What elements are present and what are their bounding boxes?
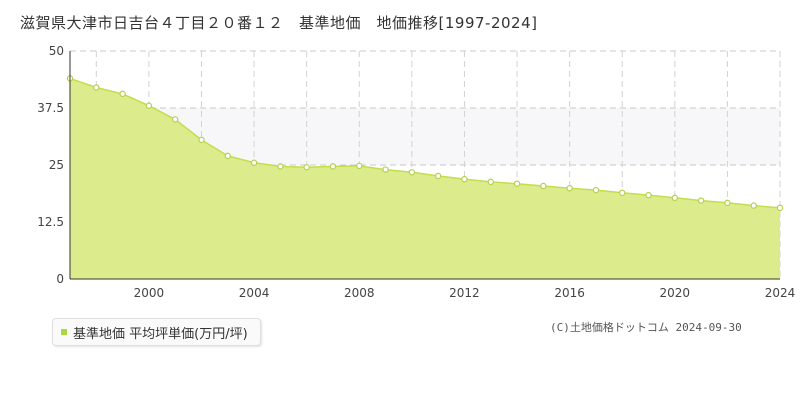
data-point-2012 bbox=[461, 175, 468, 183]
data-point-1998 bbox=[93, 84, 100, 91]
data-point-2010 bbox=[408, 169, 416, 176]
data-point-2022 bbox=[724, 199, 731, 207]
x-tick-label: 2000 bbox=[134, 286, 165, 300]
data-point-2021 bbox=[697, 197, 705, 204]
legend-swatch bbox=[61, 329, 67, 335]
data-point-2024 bbox=[776, 204, 784, 212]
legend-label: 基準地価 平均坪単価(万円/坪) bbox=[73, 326, 248, 342]
data-point-2000 bbox=[145, 102, 153, 109]
x-tick-label: 2016 bbox=[554, 286, 585, 300]
data-point-2005 bbox=[277, 163, 284, 170]
data-point-2020 bbox=[671, 194, 679, 202]
x-tick-labels: 2000 2004 2008 2012 2016 2020 2024 bbox=[134, 286, 796, 300]
data-point-2007 bbox=[329, 163, 337, 170]
x-tick-label: 2004 bbox=[239, 286, 270, 300]
data-point-1999 bbox=[119, 90, 126, 98]
data-point-2018 bbox=[619, 189, 626, 197]
data-point-2016 bbox=[566, 185, 573, 192]
data-point-2006 bbox=[303, 164, 310, 171]
x-tick-label: 2008 bbox=[344, 286, 375, 300]
data-point-2003 bbox=[224, 152, 231, 160]
y-tick-label: 50 bbox=[49, 44, 64, 58]
y-tick-labels: 0 12.5 25 37.5 50 bbox=[37, 44, 64, 286]
data-point-2004 bbox=[250, 159, 258, 166]
data-point-2019 bbox=[645, 191, 652, 199]
data-point-2023 bbox=[750, 202, 757, 209]
data-point-2015 bbox=[540, 182, 547, 190]
data-point-2002 bbox=[198, 136, 205, 144]
y-tick-label: 12.5 bbox=[37, 215, 64, 229]
data-point-2008 bbox=[356, 162, 363, 170]
data-points bbox=[66, 75, 784, 212]
x-tick-label: 2024 bbox=[765, 286, 796, 300]
data-point-2001 bbox=[171, 116, 179, 123]
data-point-2017 bbox=[592, 186, 600, 194]
data-point-2009 bbox=[382, 166, 389, 173]
legend: 基準地価 平均坪単価(万円/坪) bbox=[52, 318, 261, 346]
data-point-2014 bbox=[513, 180, 521, 187]
chart-title: 滋賀県大津市日吉台４丁目２０番１２ 基準地価 地価推移[1997-2024] bbox=[20, 14, 538, 32]
area-fill bbox=[70, 78, 780, 280]
series-line bbox=[69, 77, 781, 209]
y-tick-label: 0 bbox=[56, 272, 64, 286]
x-tick-label: 2020 bbox=[660, 286, 691, 300]
data-point-2011 bbox=[434, 172, 442, 180]
copyright-text: (C)土地価格ドットコム 2024-09-30 bbox=[550, 321, 742, 334]
data-point-2013 bbox=[487, 178, 494, 186]
y-tick-label: 25 bbox=[49, 158, 64, 172]
y-tick-label: 37.5 bbox=[37, 101, 64, 115]
x-tick-label: 2012 bbox=[449, 286, 480, 300]
